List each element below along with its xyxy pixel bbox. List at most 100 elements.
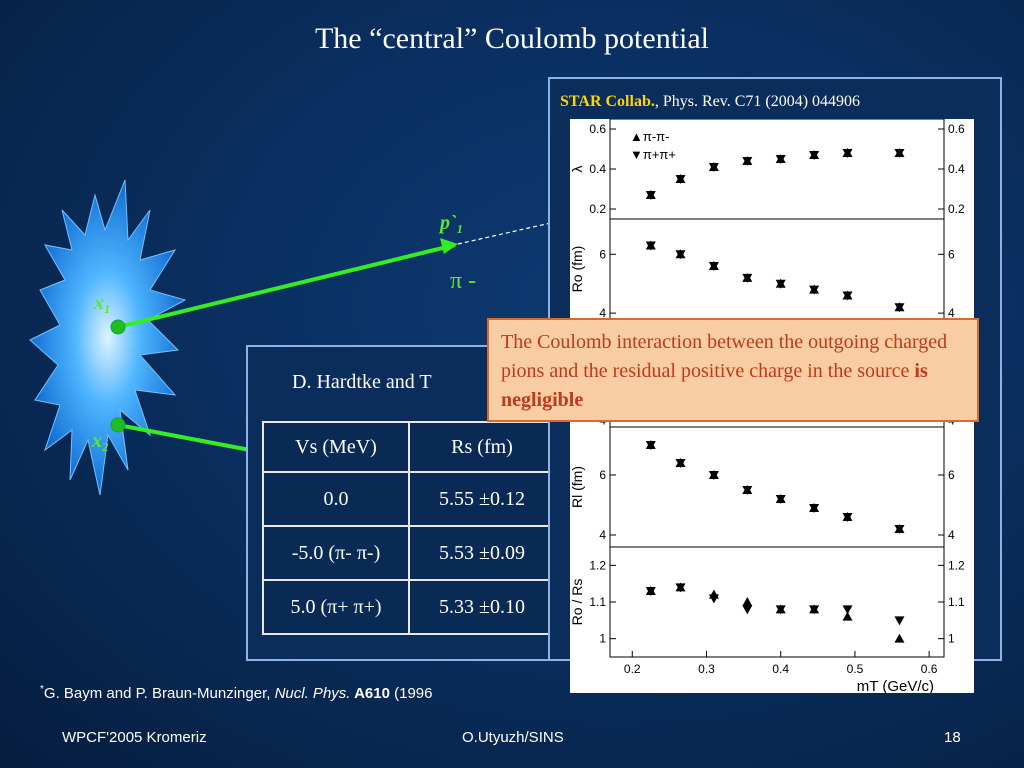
x-tick-label: 0.2	[624, 662, 641, 676]
data-point	[742, 597, 753, 606]
y-tick-label: 6	[948, 468, 955, 482]
y-tick-label: 1.2	[948, 558, 965, 572]
data-point	[775, 279, 786, 289]
y-tick-label: 0.2	[948, 202, 965, 216]
data-point	[842, 149, 853, 158]
y-tick-label: 1.1	[589, 595, 606, 609]
table-cell: 5.0 (π+ π+)	[262, 579, 410, 635]
point-x2	[110, 417, 126, 433]
data-point	[775, 605, 786, 615]
footnote-volume: A610	[350, 685, 390, 702]
table-row: -5.0 (π- π-) 5.53 ±0.09	[262, 525, 556, 581]
footnote: *G. Baym and P. Braun-Munzinger, Nucl. P…	[40, 684, 432, 702]
data-point	[742, 486, 753, 495]
y-tick-label: 4	[948, 528, 955, 542]
data-point	[809, 285, 820, 295]
footnote-year: (1996	[389, 685, 433, 702]
second-trajectory	[117, 423, 251, 452]
y-tick-label: 0.4	[948, 162, 965, 176]
data-point	[645, 441, 656, 450]
data-point	[894, 149, 905, 158]
data-point	[894, 303, 905, 313]
data-point	[842, 605, 853, 615]
label-p1: p`₁	[440, 212, 464, 234]
data-point	[675, 459, 686, 468]
source-star	[29, 179, 187, 496]
table-cell: 0.0	[262, 471, 410, 527]
footer-center: O.Utyuzh/SINS	[462, 729, 564, 746]
footer-right: 18	[944, 729, 961, 746]
y-tick-label: 1.1	[948, 595, 965, 609]
y-tick-label: 0.4	[589, 162, 606, 176]
hardtke-box: D. Hardtke and T Vs (MeV) Rs (fm) 0.0 5.…	[246, 345, 580, 661]
callout-emphasis: is negligible	[501, 360, 928, 411]
y-tick-label: 1.2	[589, 558, 606, 572]
y-tick-label: 1	[599, 632, 606, 646]
table-row: 5.0 (π+ π+) 5.33 ±0.10	[262, 579, 556, 635]
table-header: Rs (fm)	[408, 421, 556, 473]
y-axis-label: Ro (fm)	[570, 246, 585, 293]
y-tick-label: 0.6	[589, 122, 606, 136]
table-cell: 5.33 ±0.10	[408, 579, 556, 635]
x-axis-label: mT (GeV/c)	[857, 678, 934, 693]
y-tick-label: 4	[599, 528, 606, 542]
data-point	[708, 594, 719, 604]
footnote-journal: Nucl. Phys.	[274, 685, 351, 702]
data-point	[675, 175, 686, 184]
data-point	[842, 513, 853, 522]
data-point	[708, 471, 719, 480]
legend-entry: ▼π+π+	[630, 147, 676, 162]
y-tick-label: 0.2	[589, 202, 606, 216]
star-reference: STAR Collab., Phys. Rev. C71 (2004) 0449…	[560, 93, 860, 111]
data-point	[842, 291, 853, 301]
data-point	[742, 605, 753, 615]
data-point	[742, 273, 753, 283]
y-tick-label: 6	[599, 247, 606, 261]
data-point	[675, 250, 686, 260]
data-point	[894, 633, 905, 643]
footer-left: WPCF'2005 Kromeriz	[62, 729, 207, 746]
y-tick-label: 4	[599, 306, 606, 320]
source-diagram	[29, 179, 556, 496]
y-tick-label: 6	[948, 247, 955, 261]
data-point	[775, 155, 786, 164]
data-point	[675, 583, 686, 593]
y-tick-label: 6	[599, 468, 606, 482]
point-x1	[110, 319, 126, 335]
callout-box: The Coulomb interaction between the outg…	[487, 318, 979, 422]
data-point	[809, 151, 820, 160]
label-pi-minus: π -	[450, 268, 477, 294]
data-point	[708, 163, 719, 172]
data-point	[645, 241, 656, 251]
x-tick-label: 0.3	[698, 662, 715, 676]
callout-text: The Coulomb interaction between the outg…	[501, 331, 948, 382]
x-tick-label: 0.5	[847, 662, 864, 676]
label-x2: x₂	[92, 430, 109, 452]
y-axis-label: Rl (fm)	[570, 466, 585, 508]
x-tick-label: 0.6	[921, 662, 938, 676]
y-tick-label: 1	[948, 632, 955, 646]
table-cell: -5.0 (π- π-)	[262, 525, 410, 581]
legend-entry: ▲π-π-	[630, 129, 669, 144]
table-header-row: Vs (MeV) Rs (fm)	[262, 421, 556, 473]
pion-trajectory	[117, 243, 456, 329]
star-citation: , Phys. Rev. C71 (2004) 044906	[654, 93, 861, 110]
data-point	[645, 587, 656, 596]
star-collab: STAR Collab.	[560, 93, 655, 110]
data-point	[894, 616, 905, 626]
data-point	[775, 495, 786, 504]
hardtke-caption: D. Hardtke and T	[292, 371, 432, 393]
data-point	[809, 504, 820, 513]
potential-table: Vs (MeV) Rs (fm) 0.0 5.55 ±0.12 -5.0 (π-…	[262, 421, 556, 635]
data-point	[809, 605, 820, 615]
x-tick-label: 0.4	[772, 662, 789, 676]
table-row: 0.0 5.55 ±0.12	[262, 471, 556, 527]
y-axis-label: Ro / Rs	[570, 579, 585, 626]
y-axis-label: λ	[570, 166, 585, 173]
data-point	[645, 191, 656, 200]
data-point	[842, 611, 853, 621]
table-header: Vs (MeV)	[262, 421, 410, 473]
y-tick-label: 4	[948, 306, 955, 320]
plot-panel-frame	[609, 546, 945, 658]
